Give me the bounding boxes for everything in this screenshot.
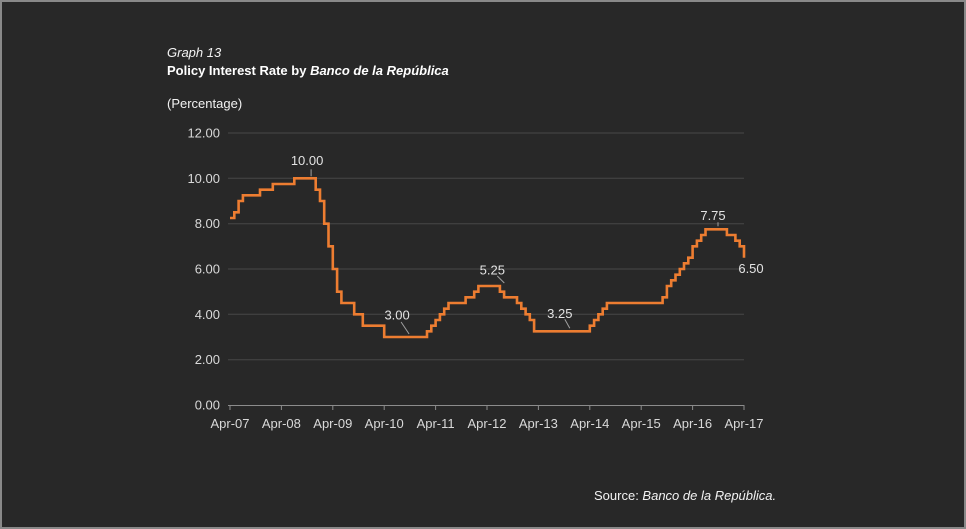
annotation-callout [564,319,571,329]
annotations: 10.00 3.00 5.25 3.25 7.75 6.50 [291,153,764,335]
x-axis-label: Apr-11 [417,416,455,431]
annotation-callout [496,275,505,284]
x-axis-label: Apr-09 [313,416,352,431]
x-axis: Apr-07 Apr-08 Apr-09 Apr-10 Apr-11 Apr-12 Apr-… [210,405,764,431]
annotation-label: 3.00 [384,308,409,323]
annotation-label: 7.75 [700,208,725,223]
annotation-label: 5.25 [480,263,505,278]
x-axis-label: Apr-17 [724,416,763,431]
chart-header: Graph 13 Policy Interest Rate by Banco d… [167,44,449,111]
unit-label: (Percentage) [167,96,243,111]
y-axis-label: 2.00 [195,352,220,367]
source-note: Source: Banco de la República. [594,488,776,503]
graph-number: Graph 13 [167,45,222,60]
annotation-callout [400,321,410,335]
y-axis-label: 8.00 [195,216,220,231]
y-axis-label: 4.00 [195,307,220,322]
source-label: Source: [594,488,643,503]
annotation-label: 3.25 [547,306,572,321]
y-axis: 0.00 2.00 4.00 6.00 8.00 10.00 12.00 [187,126,220,413]
y-axis-label: 12.00 [187,126,220,141]
y-axis-label: 10.00 [187,171,220,186]
x-axis-label: Apr-10 [365,416,404,431]
chart-title-entity: Banco de la República [310,63,449,78]
x-axis-label: Apr-08 [262,416,301,431]
y-axis-label: 6.00 [195,262,220,277]
gridlines [228,132,744,361]
x-axis-label: Apr-15 [622,416,661,431]
policy-rate-step-line [230,177,746,339]
annotation-label: 6.50 [738,261,763,276]
y-axis-label: 0.00 [195,398,220,413]
x-axis-label: Apr-13 [519,416,558,431]
chart-title: Policy Interest Rate by Banco de la Repú… [167,62,449,80]
annotation-label: 10.00 [291,153,324,168]
x-axis-label: Apr-14 [570,416,609,431]
chart-title-text: Policy Interest Rate by [167,63,311,78]
x-axis-label: Apr-07 [210,416,249,431]
x-axis-label: Apr-12 [467,416,506,431]
source-entity: Banco de la República. [642,488,777,503]
x-axis-label: Apr-16 [673,416,712,431]
